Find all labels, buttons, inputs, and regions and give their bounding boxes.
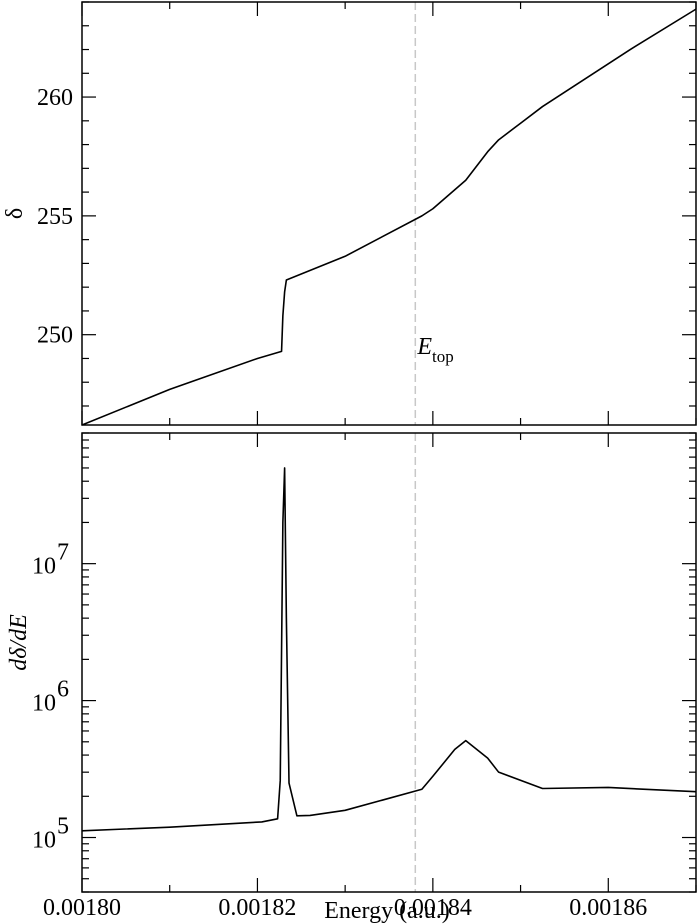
derivative-y-tick-label: 10 [32,828,56,854]
derivative-y-tick-exponent: 5 [57,814,69,840]
energy-x-tick-label: 0.00186 [569,895,647,921]
derivative-curve [81,467,697,832]
delta-y-tick-label: 250 [37,323,73,349]
delta-y-tick-label: 260 [37,85,73,111]
derivative-y-tick-label: 10 [32,554,56,580]
delta-y-tick-label: 255 [37,204,73,230]
energy-x-tick-label: 0.00182 [218,895,296,921]
delta-curve [81,8,697,426]
etop-annotation-main: E [416,334,432,360]
derivative-y-tick-exponent: 7 [57,540,69,566]
derivative-y-tick-label: 10 [32,691,56,717]
delta-panel: 250 255 260 δ [2,1,697,426]
etop-annotation: Etop [416,334,453,366]
energy-x-tick-label: 0.00180 [43,895,121,921]
delta-plot-frame [81,1,697,426]
energy-x-tick-label: 0.00184 [394,895,472,921]
etop-annotation-sub: top [432,347,454,366]
energy-x-axis-label: Energy (a.u.) [324,898,450,924]
derivative-y-tick-exponent: 6 [57,677,69,703]
delta-y-axis-label: δ [2,208,28,219]
derivative-y-axis-label: dδ/dE [6,614,32,671]
derivative-plot-frame [81,432,697,893]
